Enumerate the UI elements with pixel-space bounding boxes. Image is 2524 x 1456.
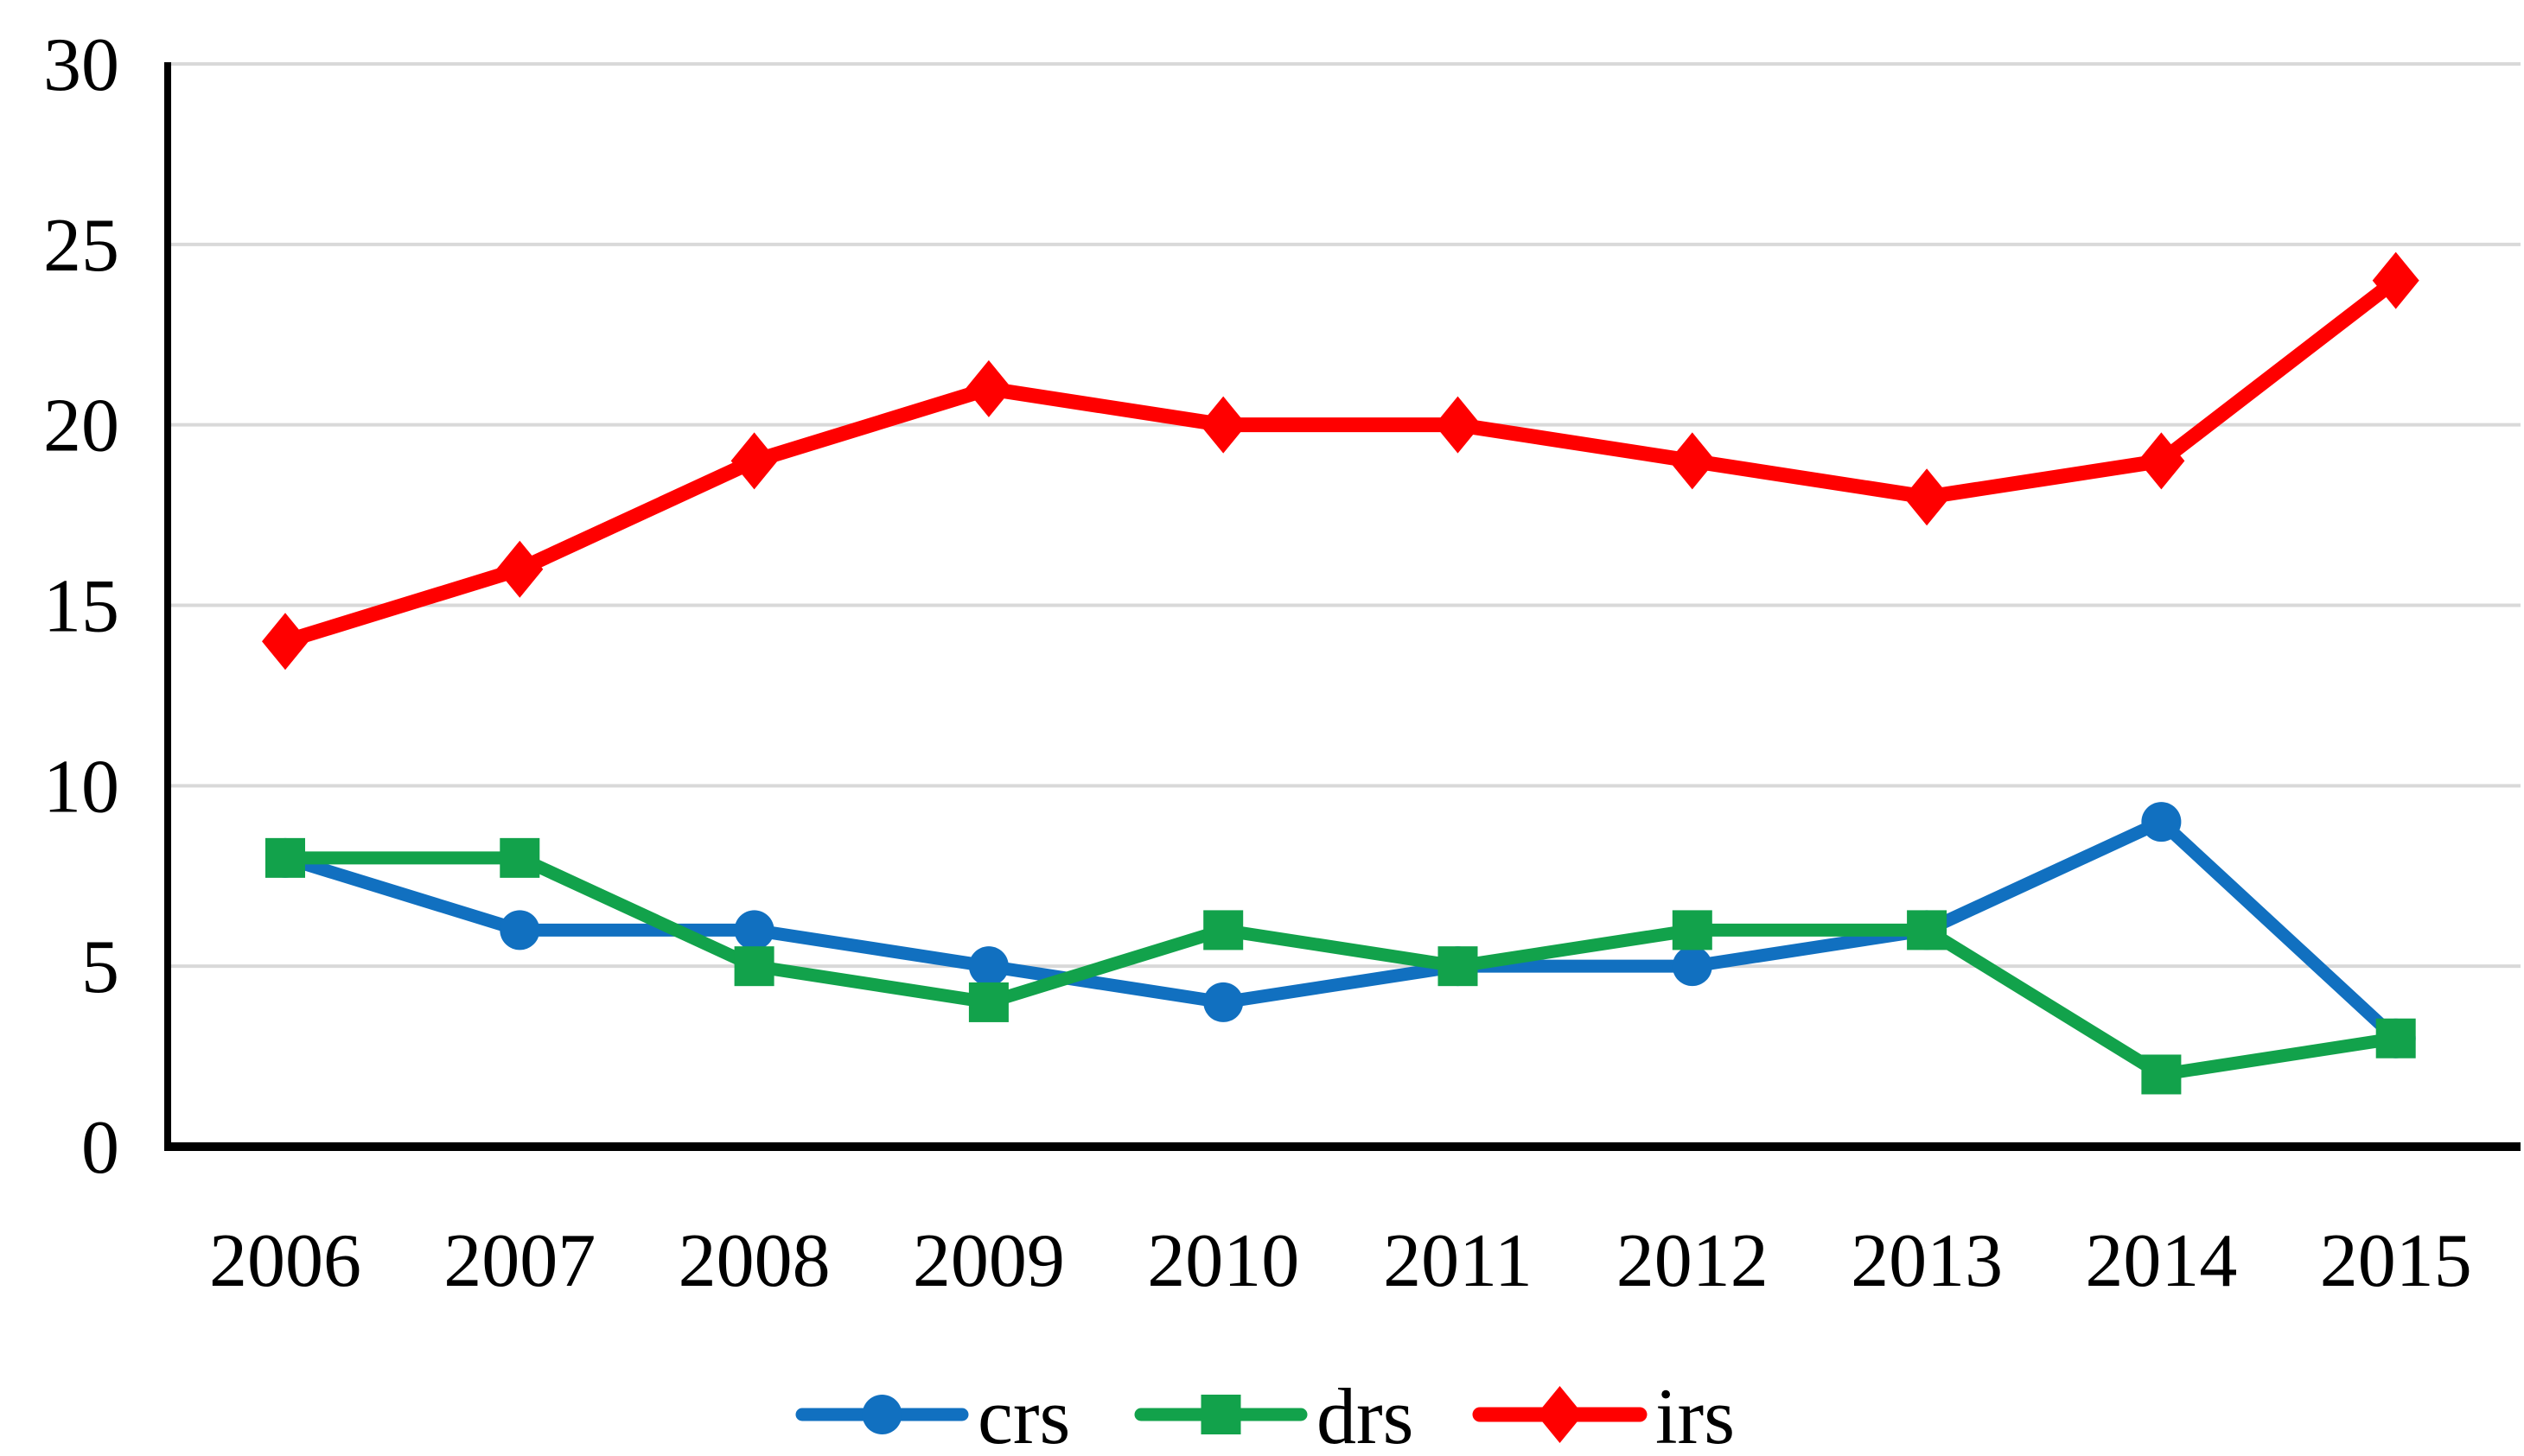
series-crs-marker-2014 [2141,802,2182,842]
series-irs-marker-2008 [730,432,778,490]
x-axis-label-2010: 2010 [1147,1219,1299,1303]
series-irs-marker-2014 [2138,432,2185,490]
legend-label-drs: drs [1316,1372,1413,1456]
x-axis-label-2015: 2015 [2320,1219,2472,1303]
x-axis-label-2011: 2011 [1383,1219,1533,1303]
y-axis-label-25: 25 [43,204,119,288]
x-axis-label-2008: 2008 [679,1219,831,1303]
series-crs-marker-2008 [734,910,774,951]
y-axis-label-0: 0 [81,1106,119,1190]
series-drs-marker-2007 [500,837,540,878]
series-drs-line [278,851,2403,1081]
y-axis-label-30: 30 [43,23,119,107]
legend-marker-drs [1201,1395,1241,1434]
series-crs-marker-2009 [968,946,1009,987]
series-irs-marker-2009 [965,359,1012,417]
series-irs-marker-2015 [2372,251,2419,309]
x-axis-label-2012: 2012 [1616,1219,1769,1303]
series-irs-line [277,273,2404,649]
y-axis-label-5: 5 [81,925,119,1009]
x-axis-label-2014: 2014 [2085,1219,2237,1303]
y-axis-label-15: 15 [43,564,119,648]
series-drs-marker-2010 [1203,910,1244,951]
y-axis-label-10: 10 [43,745,119,829]
series-drs-marker-2006 [265,837,305,878]
x-axis-label-2006: 2006 [209,1219,361,1303]
legend-label-irs: irs [1655,1372,1735,1456]
x-axis-label-2007: 2007 [443,1219,596,1303]
series-drs-marker-2014 [2141,1054,2182,1095]
series-drs-marker-2013 [1907,910,1947,951]
legend-marker-crs [862,1395,902,1434]
series-crs-marker-2010 [1203,982,1244,1022]
x-axis-label-2013: 2013 [1851,1219,2003,1303]
legend-marker-irs [1536,1386,1584,1443]
series-irs-marker-2010 [1200,396,1247,454]
series-irs-marker-2013 [1903,468,1951,526]
series-irs-marker-2011 [1434,396,1482,454]
series-drs-marker-2015 [2375,1018,2416,1059]
y-axis-label-20: 20 [43,385,119,468]
series-drs-marker-2008 [734,946,774,987]
series-crs-marker-2012 [1672,946,1712,987]
series-drs-marker-2009 [968,982,1009,1022]
series-drs-marker-2011 [1437,946,1478,987]
series-crs-marker-2007 [500,910,540,951]
series-irs-marker-2012 [1668,432,1716,490]
legend-label-crs: crs [978,1372,1070,1456]
x-axis-label-2009: 2009 [913,1219,1065,1303]
series-irs-marker-2006 [262,613,309,671]
series-drs-marker-2012 [1672,910,1712,951]
series-crs-line [278,815,2403,1046]
series-irs-marker-2007 [496,540,544,598]
